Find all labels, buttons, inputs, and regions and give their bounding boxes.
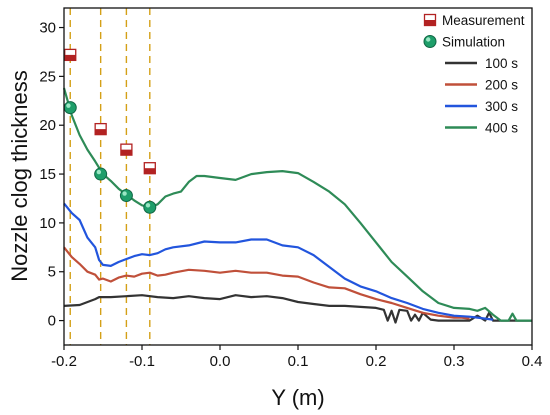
series-line-100-s <box>63 294 532 324</box>
measurement-point <box>120 143 133 156</box>
legend-label-200-s: 200 s <box>485 78 518 93</box>
legend-label-300-s: 300 s <box>485 99 518 114</box>
measurement-point <box>94 122 107 136</box>
y-axis-title: Nozzle clog thickness <box>7 70 32 282</box>
simulation-point <box>94 167 108 181</box>
series-line-300-s <box>63 202 494 321</box>
series-line-400-s <box>62 87 532 322</box>
y-tick-label: 0 <box>48 313 56 330</box>
legend-label-400-s: 400 s <box>485 121 518 136</box>
y-tick-label: 25 <box>39 68 56 85</box>
measurement-point <box>143 162 156 175</box>
y-tick-label: 15 <box>39 166 56 183</box>
y-tick-label: 10 <box>39 215 56 232</box>
legend-label-100-s: 100 s <box>485 56 518 71</box>
simulation-point <box>63 101 77 115</box>
simulation-point <box>119 189 133 203</box>
x-axis-title: Y (m) <box>271 385 324 410</box>
y-tick-label: 5 <box>48 264 56 281</box>
legend-marker-simulation <box>423 35 437 48</box>
x-tick-label: 0.1 <box>288 353 309 370</box>
x-tick-label: 0.0 <box>210 353 231 370</box>
data-markers <box>63 48 157 214</box>
legend-label-measurement: Measurement <box>442 13 525 28</box>
legend-marker-measurement <box>423 13 437 27</box>
simulation-point <box>143 200 157 214</box>
x-tick-label: 0.2 <box>366 353 387 370</box>
x-tick-label: -0.1 <box>129 353 155 370</box>
y-axis: 0 5 10 15 20 25 30 <box>39 20 64 330</box>
series-lines <box>62 87 532 324</box>
series-line-200-s <box>63 246 470 320</box>
y-tick-label: 20 <box>39 117 56 134</box>
x-tick-label: 0.3 <box>444 353 465 370</box>
x-tick-label: 0.4 <box>522 353 543 370</box>
legend: Measurement Simulation 100 s 200 s 300 s 400 … <box>423 13 525 136</box>
y-tick-label: 30 <box>39 20 56 37</box>
x-axis: -0.2 -0.1 0.0 0.1 0.2 0.3 0.4 <box>51 345 542 370</box>
plot-frame <box>63 7 533 346</box>
measurement-point <box>64 48 77 62</box>
x-tick-label: -0.2 <box>51 353 77 370</box>
legend-label-simulation: Simulation <box>442 35 505 50</box>
